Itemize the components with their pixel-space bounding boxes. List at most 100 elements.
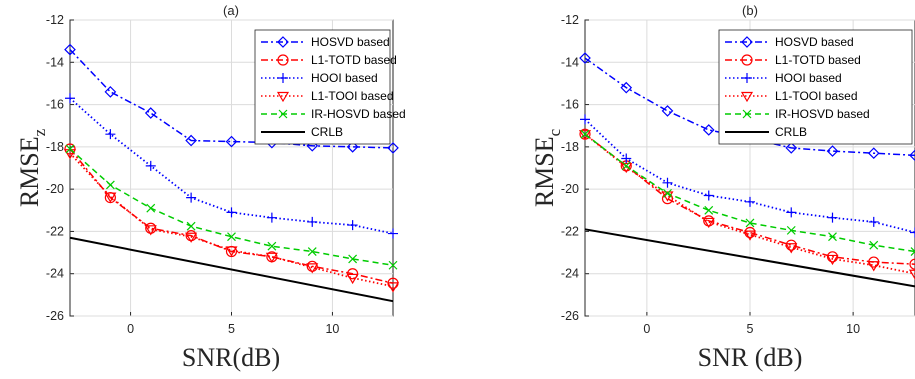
legend-entry: IR-HOSVD based	[725, 107, 870, 121]
y-tick-label: -26	[561, 309, 579, 323]
legend-marker	[740, 91, 754, 103]
data-point	[826, 145, 839, 157]
data-point	[65, 144, 75, 154]
data-point	[186, 221, 196, 231]
data-point	[580, 114, 590, 125]
data-point	[662, 177, 673, 188]
data-point	[827, 212, 838, 223]
y-axis-label: RMSEz	[15, 128, 49, 207]
data-point	[388, 260, 398, 270]
y-tick-label: -22	[561, 224, 579, 238]
data-point	[661, 105, 674, 117]
data-point	[910, 227, 915, 238]
y-axis-label-main: RMSE	[15, 136, 44, 207]
data-point	[346, 141, 359, 153]
series-group	[63, 43, 400, 303]
legend-label: HOSVD based	[775, 35, 854, 49]
data-point	[388, 228, 398, 239]
data-point	[186, 192, 197, 203]
data-point	[64, 43, 76, 56]
y-tick-label: -16	[46, 98, 64, 112]
y-tick-label: -18	[46, 140, 64, 154]
data-point	[744, 226, 756, 239]
data-point	[579, 52, 591, 64]
x-tick-label: 0	[127, 322, 134, 336]
legend-marker	[278, 109, 288, 119]
y-tick-label: -22	[46, 224, 64, 238]
data-point	[828, 232, 837, 242]
data-point	[104, 86, 117, 98]
legend-entry: HOOI based	[725, 71, 842, 85]
data-point	[663, 188, 672, 198]
legend-label: IR-HOSVD based	[311, 107, 406, 121]
data-point	[386, 282, 400, 293]
data-point	[145, 160, 156, 171]
data-point	[743, 230, 757, 241]
data-point	[225, 246, 238, 257]
legend-label: CRLB	[775, 125, 807, 139]
data-point	[621, 153, 632, 164]
legend-label: L1-TOOI based	[775, 89, 858, 103]
x-tick-label: 5	[747, 322, 754, 336]
data-point	[105, 129, 116, 140]
data-point	[869, 240, 879, 250]
data-point	[346, 273, 359, 285]
series-line	[69, 152, 394, 288]
legend-label: L1-TOTD based	[311, 53, 397, 67]
tick-labels: 0 5 10 -26 -24 -22 -20 -18 -16 -14 -12	[561, 13, 860, 336]
y-tick-label: -24	[46, 267, 64, 281]
legend-box	[718, 29, 913, 145]
data-point	[578, 130, 592, 141]
data-point	[105, 180, 115, 190]
legend-label: L1-TOOI based	[311, 89, 394, 103]
legend-marker	[741, 36, 753, 48]
data-point	[348, 254, 358, 264]
data-point	[307, 247, 317, 256]
legend-box	[254, 29, 391, 145]
data-point	[620, 81, 633, 94]
legend: HOSVD based L1-TOTD based HOOI based L1-TOO…	[718, 29, 913, 145]
tick-labels: 0 5 10 -26 -24 -22 -20 -18 -16 -14 -12	[46, 13, 340, 336]
legend-marker	[277, 54, 289, 66]
x-axis-label: SNR (dB)	[698, 343, 803, 372]
y-axis-label-subscript: z	[30, 128, 49, 136]
series-line	[584, 118, 915, 234]
x-tick-label: 5	[228, 322, 235, 336]
chart-title: (b)	[742, 3, 758, 18]
legend-label: CRLB	[311, 125, 343, 139]
legend-entry: CRLB	[725, 125, 807, 139]
data-point	[826, 254, 839, 266]
legend-label: HOOI based	[311, 71, 378, 85]
legend-label: IR-HOSVD based	[775, 107, 870, 121]
data-point	[867, 147, 880, 160]
data-point	[347, 268, 359, 280]
data-point	[580, 129, 590, 139]
series-hooi-based	[580, 114, 915, 238]
data-point	[868, 216, 879, 227]
series-l1-tooi-based	[578, 130, 915, 280]
data-point	[785, 142, 798, 154]
legend-entry: CRLB	[261, 125, 343, 139]
data-point	[306, 263, 319, 274]
series-crlb	[584, 228, 915, 288]
y-axis-label: RMSEc	[530, 128, 564, 207]
series-line	[584, 228, 915, 288]
data-point	[267, 241, 277, 251]
y-tick-label: -18	[561, 140, 579, 154]
data-point	[704, 205, 714, 215]
y-tick-label: -20	[46, 182, 64, 196]
y-tick-label: -14	[46, 55, 64, 69]
series-line	[584, 133, 915, 253]
legend-label: HOSVD based	[311, 35, 390, 49]
series-line	[69, 97, 394, 235]
chart-panel-a: 0 5 10 -26 -24 -22 -20 -18 -16 -14 -12 (a) SNR(dB)…	[15, 3, 406, 372]
legend-entry: HOSVD based	[261, 35, 390, 49]
data-point	[826, 251, 839, 263]
data-point	[786, 207, 797, 218]
legend-marker	[741, 54, 753, 66]
data-point	[104, 192, 117, 203]
data-point	[307, 216, 318, 227]
y-tick-label: -20	[561, 182, 579, 196]
data-point	[185, 232, 198, 243]
data-point	[745, 218, 755, 228]
